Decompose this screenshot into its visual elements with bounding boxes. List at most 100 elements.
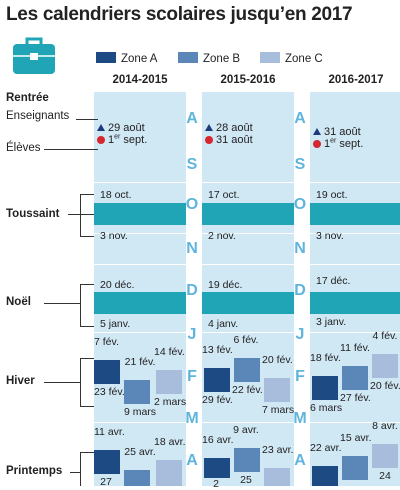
- printemps-zone-a-block: [94, 450, 120, 474]
- month-letter-mar: M: [293, 410, 307, 427]
- hiver-zone-a-start: 13 fév.: [202, 344, 233, 356]
- connector-line: [68, 214, 94, 215]
- toussaint-start: 17 oct.: [208, 189, 240, 201]
- year-header-2014-2015: 2014-2015: [112, 74, 168, 86]
- noel-start: 17 déc.: [316, 275, 351, 287]
- student-day: 1: [108, 134, 115, 146]
- month-letter-jan: J: [187, 326, 197, 343]
- printemps-zone-b-start: 15 avr.: [340, 432, 372, 444]
- student-rentree: 31 août: [205, 134, 253, 146]
- hiver-zone-a-start: 7 fév.: [94, 336, 119, 348]
- toussaint-start: 19 oct.: [316, 189, 348, 201]
- year-column-2014-2015: [94, 92, 186, 486]
- hiver-zone-c-end: 7 mars: [262, 404, 295, 416]
- printemps-zone-c-block: [156, 460, 182, 486]
- triangle-icon: [313, 128, 321, 135]
- connector-bracket: [80, 284, 81, 326]
- printemps-zone-a-start: 11 avr.: [94, 426, 125, 438]
- printemps-zone-b-start: 9 avr.: [233, 424, 259, 436]
- hiver-zone-b-block: [342, 366, 368, 390]
- month-letter-aug: A: [294, 110, 306, 127]
- noel-band: [94, 292, 186, 314]
- connector-line: [44, 149, 98, 150]
- connector-line: [80, 194, 94, 195]
- hiver-zone-b-end: 27 fév.: [340, 392, 371, 404]
- hiver-zone-b-end: 9 mars: [123, 406, 157, 418]
- hiver-zone-c-block: [156, 370, 182, 394]
- month-strip-1: A S O N D J F M A: [182, 92, 202, 486]
- printemps-zone-c-block: [264, 468, 290, 486]
- connector-line: [80, 452, 94, 453]
- circle-icon: [313, 140, 321, 148]
- row-label-printemps: Printemps: [6, 465, 63, 477]
- hiver-zone-a-block: [312, 376, 338, 400]
- month-letter-sep: S: [186, 156, 198, 173]
- hiver-zone-c-end: 2 mars: [154, 396, 187, 408]
- connector-line: [80, 236, 94, 237]
- legend-label-zone-b: Zone B: [203, 53, 241, 65]
- connector-line: [70, 472, 80, 473]
- printemps-zone-b-block: [124, 470, 150, 486]
- row-label-noel: Noël: [6, 296, 31, 308]
- month-strip-2: A S O N D J F M A: [290, 92, 310, 486]
- month-divider: [310, 264, 400, 265]
- noel-end: 3 janv.: [316, 316, 347, 328]
- student-day: 1: [324, 138, 331, 150]
- hiver-zone-b-block: [234, 358, 260, 382]
- printemps-zone-b-start: 25 avr.: [124, 446, 156, 458]
- hiver-zone-b-start: 21 fév.: [124, 356, 156, 368]
- legend-swatch-zone-c: [260, 52, 280, 63]
- row-label-rentree: Rentrée: [6, 92, 49, 104]
- circle-icon: [205, 136, 213, 144]
- teacher-date: 28 août: [216, 122, 253, 134]
- toussaint-band: [310, 203, 400, 225]
- month-divider: [202, 233, 294, 234]
- student-month: sept.: [336, 138, 364, 150]
- printemps-zone-a-block: [204, 458, 230, 478]
- hiver-zone-c-block: [264, 378, 290, 402]
- noel-end: 5 janv.: [100, 318, 131, 330]
- month-letter-feb: F: [187, 368, 197, 385]
- year-column-2016-2017: [310, 92, 400, 486]
- connector-line: [80, 358, 94, 359]
- year-header-2016-2017: 2016-2017: [328, 74, 384, 86]
- noel-end: 4 janv.: [208, 318, 239, 330]
- month-letter-mar: M: [185, 410, 199, 427]
- student-month: sept.: [120, 134, 148, 146]
- month-letter-sep: S: [294, 156, 306, 173]
- toussaint-start: 18 oct.: [100, 189, 132, 201]
- toussaint-end: 3 nov.: [316, 230, 344, 242]
- student-day-suffix: er: [114, 133, 121, 141]
- connector-line: [80, 406, 94, 407]
- legend-zone-a: Zone A: [96, 52, 157, 65]
- teacher-date: 29 août: [108, 122, 145, 134]
- month-divider: [310, 332, 400, 333]
- connector-line: [80, 326, 94, 327]
- printemps-zone-a-start: 22 avr.: [310, 442, 342, 454]
- triangle-icon: [205, 124, 213, 131]
- legend-swatch-zone-a: [96, 52, 116, 63]
- month-divider: [202, 182, 294, 183]
- hiver-zone-c-start: 14 fév.: [154, 346, 185, 358]
- circle-icon: [97, 136, 105, 144]
- toussaint-band: [94, 203, 186, 225]
- printemps-zone-b-block: [234, 448, 260, 472]
- student-day-suffix: er: [330, 137, 337, 145]
- legend-swatch-zone-b: [178, 52, 198, 63]
- hiver-zone-a-end: 29 fév.: [202, 394, 233, 406]
- row-label-hiver: Hiver: [6, 375, 35, 387]
- month-divider: [310, 233, 400, 234]
- hiver-zone-c-start: 4 fév.: [372, 330, 398, 342]
- connector-bracket: [80, 358, 81, 406]
- connector-bracket: [80, 194, 81, 236]
- month-divider: [202, 422, 294, 423]
- teacher-rentree: 31 août: [313, 126, 361, 138]
- teacher-date: 31 août: [324, 126, 361, 138]
- noel-start: 20 déc.: [100, 279, 135, 291]
- hiver-zone-b-start: 11 fév.: [340, 342, 370, 354]
- legend-label-zone-c: Zone C: [285, 53, 323, 65]
- printemps-zone-b-block: [342, 456, 368, 480]
- toussaint-band: [202, 203, 294, 225]
- student-rentree: 1er sept.: [313, 137, 364, 150]
- page-title: Les calendriers scolaires jusqu’en 2017: [6, 4, 353, 25]
